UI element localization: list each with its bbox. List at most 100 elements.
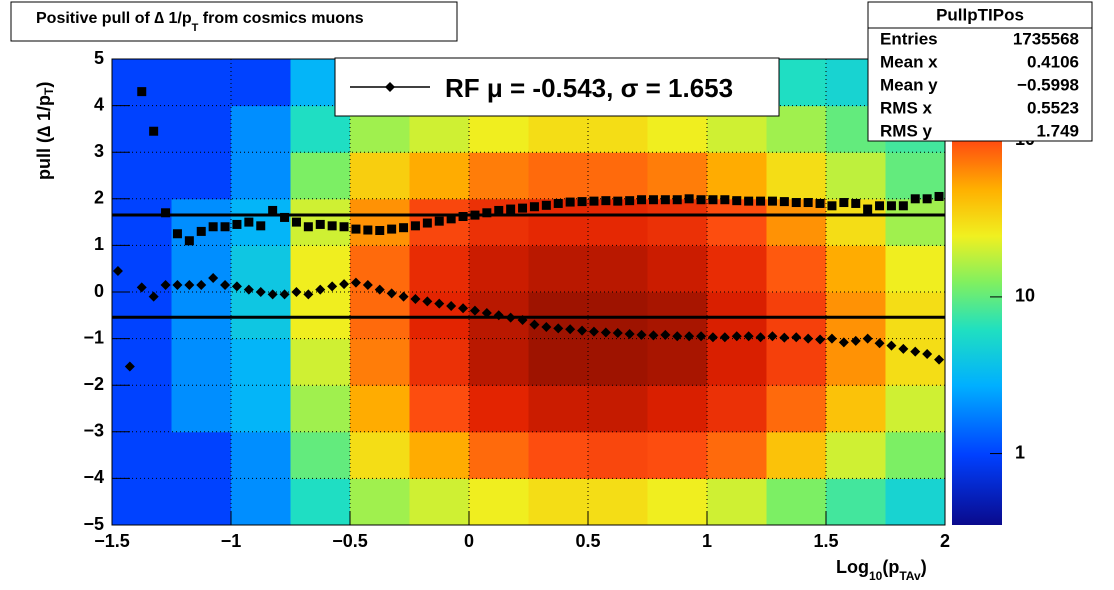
mean-point [672,331,683,342]
heat-cell [707,385,767,433]
heat-cell [231,105,291,153]
heat-cell [885,385,946,433]
heat-cell [350,338,410,386]
mean-point [350,277,361,288]
heat-cell [112,292,172,340]
heat-cell [647,245,708,293]
heat-cell [528,152,589,200]
heat-cell [171,478,232,526]
heat-cell [231,245,291,293]
rms-point [339,222,349,232]
rms-point [494,205,504,215]
heat-cell [528,245,589,293]
mean-point [208,273,219,284]
label-text: ) [921,557,927,577]
rms-point [541,200,551,210]
heat-cell [647,478,708,526]
rms-point [767,196,777,206]
rms-point [886,201,896,211]
stats-value: 0.5523 [1027,98,1079,117]
stats-value: 0.4106 [1027,52,1079,71]
heat-cell [112,198,172,246]
heat-cell [766,338,827,386]
mean-point [112,266,123,277]
rms-point [815,198,825,208]
heat-cell [766,152,827,200]
heat-cell [766,478,827,526]
heat-cell [409,478,470,526]
mean-point [910,346,921,357]
heat-cell [647,198,708,246]
heat-cell [469,431,529,479]
heat-cell [707,431,767,479]
rms-point [303,222,313,232]
heat-cell [707,152,767,200]
heat-cell [588,152,648,200]
heat-cell [112,338,172,386]
rms-point [232,219,242,229]
mean-point [803,333,814,344]
heat-cell [707,245,767,293]
x-tick-label: 1.5 [813,531,838,551]
rms-point [910,194,920,204]
heat-cell [885,292,946,340]
heat-cell [885,431,946,479]
mean-point [541,321,552,332]
rms-point [744,196,754,206]
heat-cell [885,152,946,200]
mean-point [493,310,504,321]
stats-rows: Entries 1735568 Mean x 0.4106 Mean y −0.5998 R… [880,29,1079,140]
heat-cell [588,478,648,526]
mean-point [862,333,873,344]
heat-cell [707,292,767,340]
heat-cell [707,198,767,246]
rms-point [137,87,147,97]
heat-cell [171,105,232,153]
stats-value: 1735568 [1013,29,1079,48]
heat-cell [231,478,291,526]
y-tick-label: 2 [94,188,104,208]
rms-point [172,229,182,239]
y-tick-label: 1 [94,234,104,254]
mean-point [172,280,183,291]
mean-point [434,298,445,309]
mean-point [696,331,707,342]
heat-cell [409,385,470,433]
heat-cell [826,431,886,479]
heat-cell [112,478,172,526]
mean-point [588,326,599,337]
heat-cell [350,478,410,526]
stats-label: Mean y [880,75,938,94]
rms-point [898,201,908,211]
rms-point [434,216,444,226]
rms-point [779,197,789,207]
heat-cell [350,152,410,200]
rms-point [684,194,694,204]
heat-cell [588,431,648,479]
mean-point [469,305,480,316]
mean-point [220,280,231,291]
profiles [112,87,945,372]
heat-cell [647,292,708,340]
heat-cell [647,431,708,479]
mean-point [684,331,695,342]
mean-point [898,343,909,354]
x-tick-label: −1.5 [94,531,130,551]
label-text: ) [34,82,54,88]
mean-point [743,331,754,342]
stats-value: 1.749 [1036,121,1079,140]
heat-cell [826,385,886,433]
rms-point [601,196,611,206]
heat-cell [350,245,410,293]
rms-point [161,208,171,218]
rms-point [470,210,480,220]
heat-cell [350,292,410,340]
rms-point [625,196,635,206]
rms-point [660,195,670,205]
mean-point [279,289,290,300]
label-sub: 10 [869,569,883,583]
mean-point [196,280,207,291]
mean-point [398,291,409,302]
heat-cell [290,152,351,200]
z-tick-label: 1 [1015,442,1025,462]
